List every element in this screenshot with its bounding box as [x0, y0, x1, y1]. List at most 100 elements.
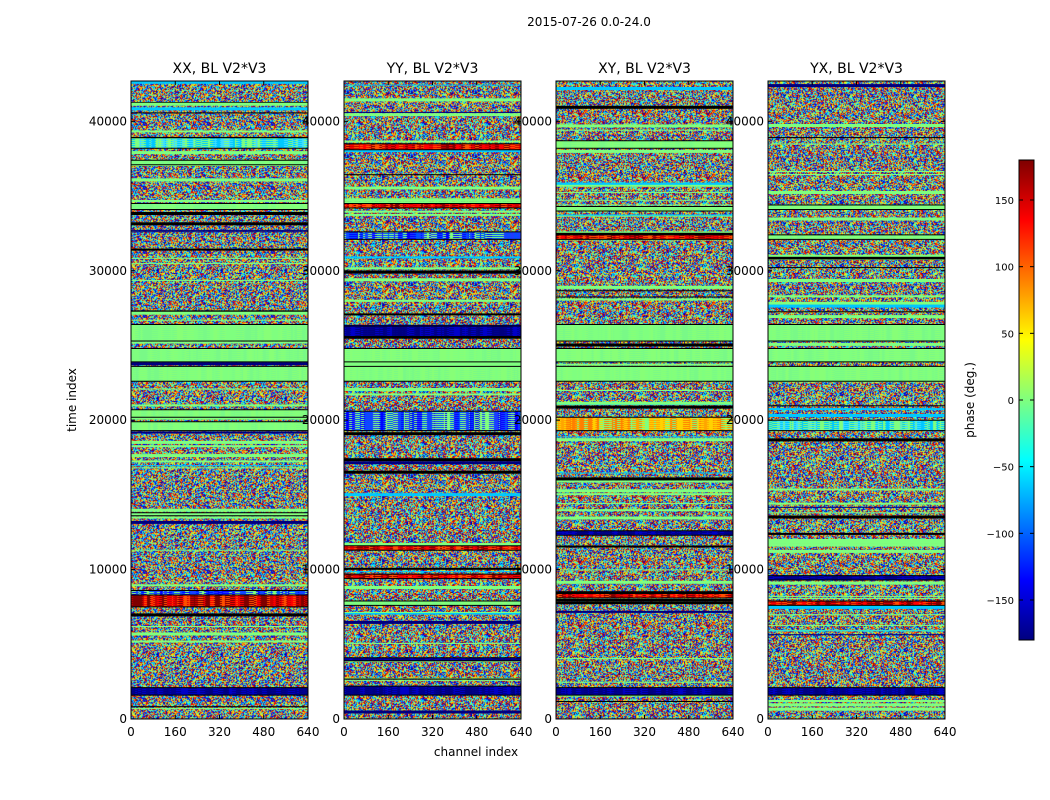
panel-3-stripe — [556, 182, 733, 186]
panel-1-x-tick-label: 0 — [127, 725, 135, 739]
panel-4-stripe — [768, 143, 945, 145]
panel-3-stripe — [556, 569, 733, 571]
panel-3-stripe — [556, 493, 733, 496]
panel-4-band-green — [768, 234, 945, 240]
panel-1-stripe — [131, 248, 308, 251]
panel-4-y-tick-label: 40000 — [726, 114, 764, 128]
panel-2-stripe — [344, 278, 521, 282]
panel-4-stripe — [768, 541, 945, 544]
panel-1-band-green — [131, 324, 308, 341]
panel-1-stripe — [131, 231, 308, 233]
panel-4-band-green — [768, 348, 945, 362]
panel-1-band-green — [131, 421, 308, 431]
panel-4-stripe — [768, 84, 945, 88]
y-axis-label: time index — [65, 368, 79, 432]
panel-3-stripe — [556, 87, 733, 90]
panel-4-stripe — [768, 703, 945, 707]
panel-1-stripe — [131, 107, 308, 111]
panel-3-stripe — [556, 472, 733, 474]
panel-1-band-green — [131, 512, 308, 516]
panel-1-stripe — [131, 445, 308, 448]
panel-2-y-tick-label: 10000 — [302, 563, 340, 577]
panel-3-stripe — [556, 405, 733, 409]
panel-1-stripe — [131, 508, 308, 512]
panel-2-band-navy — [344, 657, 521, 661]
panel-2-band-blue — [344, 411, 521, 431]
panel-2-stripe — [344, 267, 521, 270]
panel-1-x-tick-label: 480 — [252, 725, 275, 739]
panel-1-stripe — [131, 222, 308, 226]
panel-4-title: YX, BL V2*V3 — [809, 61, 903, 77]
panel-4-y-tick-label: 20000 — [726, 413, 764, 427]
panel-1-stripe — [131, 549, 308, 551]
panel-1-y-tick-label: 0 — [119, 712, 127, 726]
colorbar-ticks: −150 −100 −50 0 50 100 150 — [987, 196, 1034, 607]
panel-2-y-tick-label: 40000 — [302, 114, 340, 128]
panel-4-band-green — [768, 324, 945, 341]
panel-3-stripe — [556, 591, 733, 595]
panel-2-band-red — [344, 143, 521, 150]
panel-2-band-navy — [344, 326, 521, 337]
panel-1-stripe — [131, 311, 308, 315]
panel-2-stripe — [344, 187, 521, 190]
panel-1-stripe — [131, 310, 308, 313]
panel-4-stripe — [768, 311, 945, 313]
panel-4-y-tick-label: 10000 — [726, 563, 764, 577]
panel-2-stripe — [344, 678, 521, 680]
panel-3-stripe — [556, 681, 733, 683]
panel-3-stripe — [556, 105, 733, 109]
panel-3-stripe — [556, 610, 733, 613]
panel-1: XX, BL V2*V3 0 160 320 480 640 0 10000 20000 3000… — [89, 61, 320, 739]
panel-4-stripe — [768, 634, 945, 636]
panel-1-stripe — [131, 706, 308, 708]
panel-2-stripe — [344, 336, 521, 339]
panel-4-stripe — [768, 515, 945, 519]
panel-3-band-green — [556, 366, 733, 382]
panel-1-band-green — [131, 160, 308, 165]
panel-2-stripe — [344, 361, 521, 365]
panel-1-stripe — [131, 613, 308, 617]
panel-1-stripe — [131, 431, 308, 434]
panel-4-stripe — [768, 174, 945, 175]
panel-3-y-tick-label: 20000 — [514, 413, 552, 427]
panel-2-stripe — [344, 571, 521, 573]
panel-2-title: YY, BL V2*V3 — [386, 61, 479, 77]
panel-4-stripe — [768, 605, 945, 609]
panel-4-stripe — [768, 700, 945, 702]
panel-3-x-tick-label: 640 — [722, 725, 745, 739]
panel-3-stripe — [556, 232, 733, 236]
figure-title: 2015-07-26 0.0-24.0 — [527, 15, 651, 29]
panel-1-stripe — [131, 212, 308, 215]
panel-4-stripe — [768, 256, 945, 260]
panel-1-y-tick-label: 40000 — [89, 114, 127, 128]
panel-1-stripe — [131, 520, 308, 524]
panel-4-stripe — [768, 405, 945, 407]
panel-2-stripe — [344, 642, 521, 644]
panel-4: YX, BL V2*V3 0 160 320 480 640 0 10000 20000 3000… — [726, 61, 957, 739]
panel-2-stripe — [344, 186, 521, 188]
panel-1-band-cyan — [131, 137, 308, 149]
panel-2-band-green — [344, 366, 521, 382]
panel-4-stripe — [768, 543, 945, 547]
panel-2-stripe — [344, 432, 521, 436]
panel-1-stripe — [131, 319, 308, 321]
panel-1-stripe — [131, 263, 308, 265]
panel-3-stripe — [556, 199, 733, 201]
panel-1-stripe — [131, 388, 308, 390]
panel-3-stripe — [556, 503, 733, 505]
panel-1-stripe — [131, 467, 308, 469]
panel-1-stripe — [131, 584, 308, 587]
panel-3-band-green — [556, 140, 733, 149]
panel-3-band-red — [556, 234, 733, 240]
panel-1-band-green — [131, 348, 308, 362]
panel-1-band-blue — [131, 590, 308, 595]
panel-1-x-tick-label: 640 — [297, 725, 320, 739]
panel-1-x-tick-label: 320 — [208, 725, 231, 739]
panel-1-stripe — [131, 454, 308, 458]
panel-2-band-green — [344, 601, 521, 606]
panel-4-band-navy — [768, 575, 945, 581]
panel-3-stripe — [556, 599, 733, 601]
panel-2-x-tick-label: 160 — [377, 725, 400, 739]
panel-3-stripe — [556, 290, 733, 292]
